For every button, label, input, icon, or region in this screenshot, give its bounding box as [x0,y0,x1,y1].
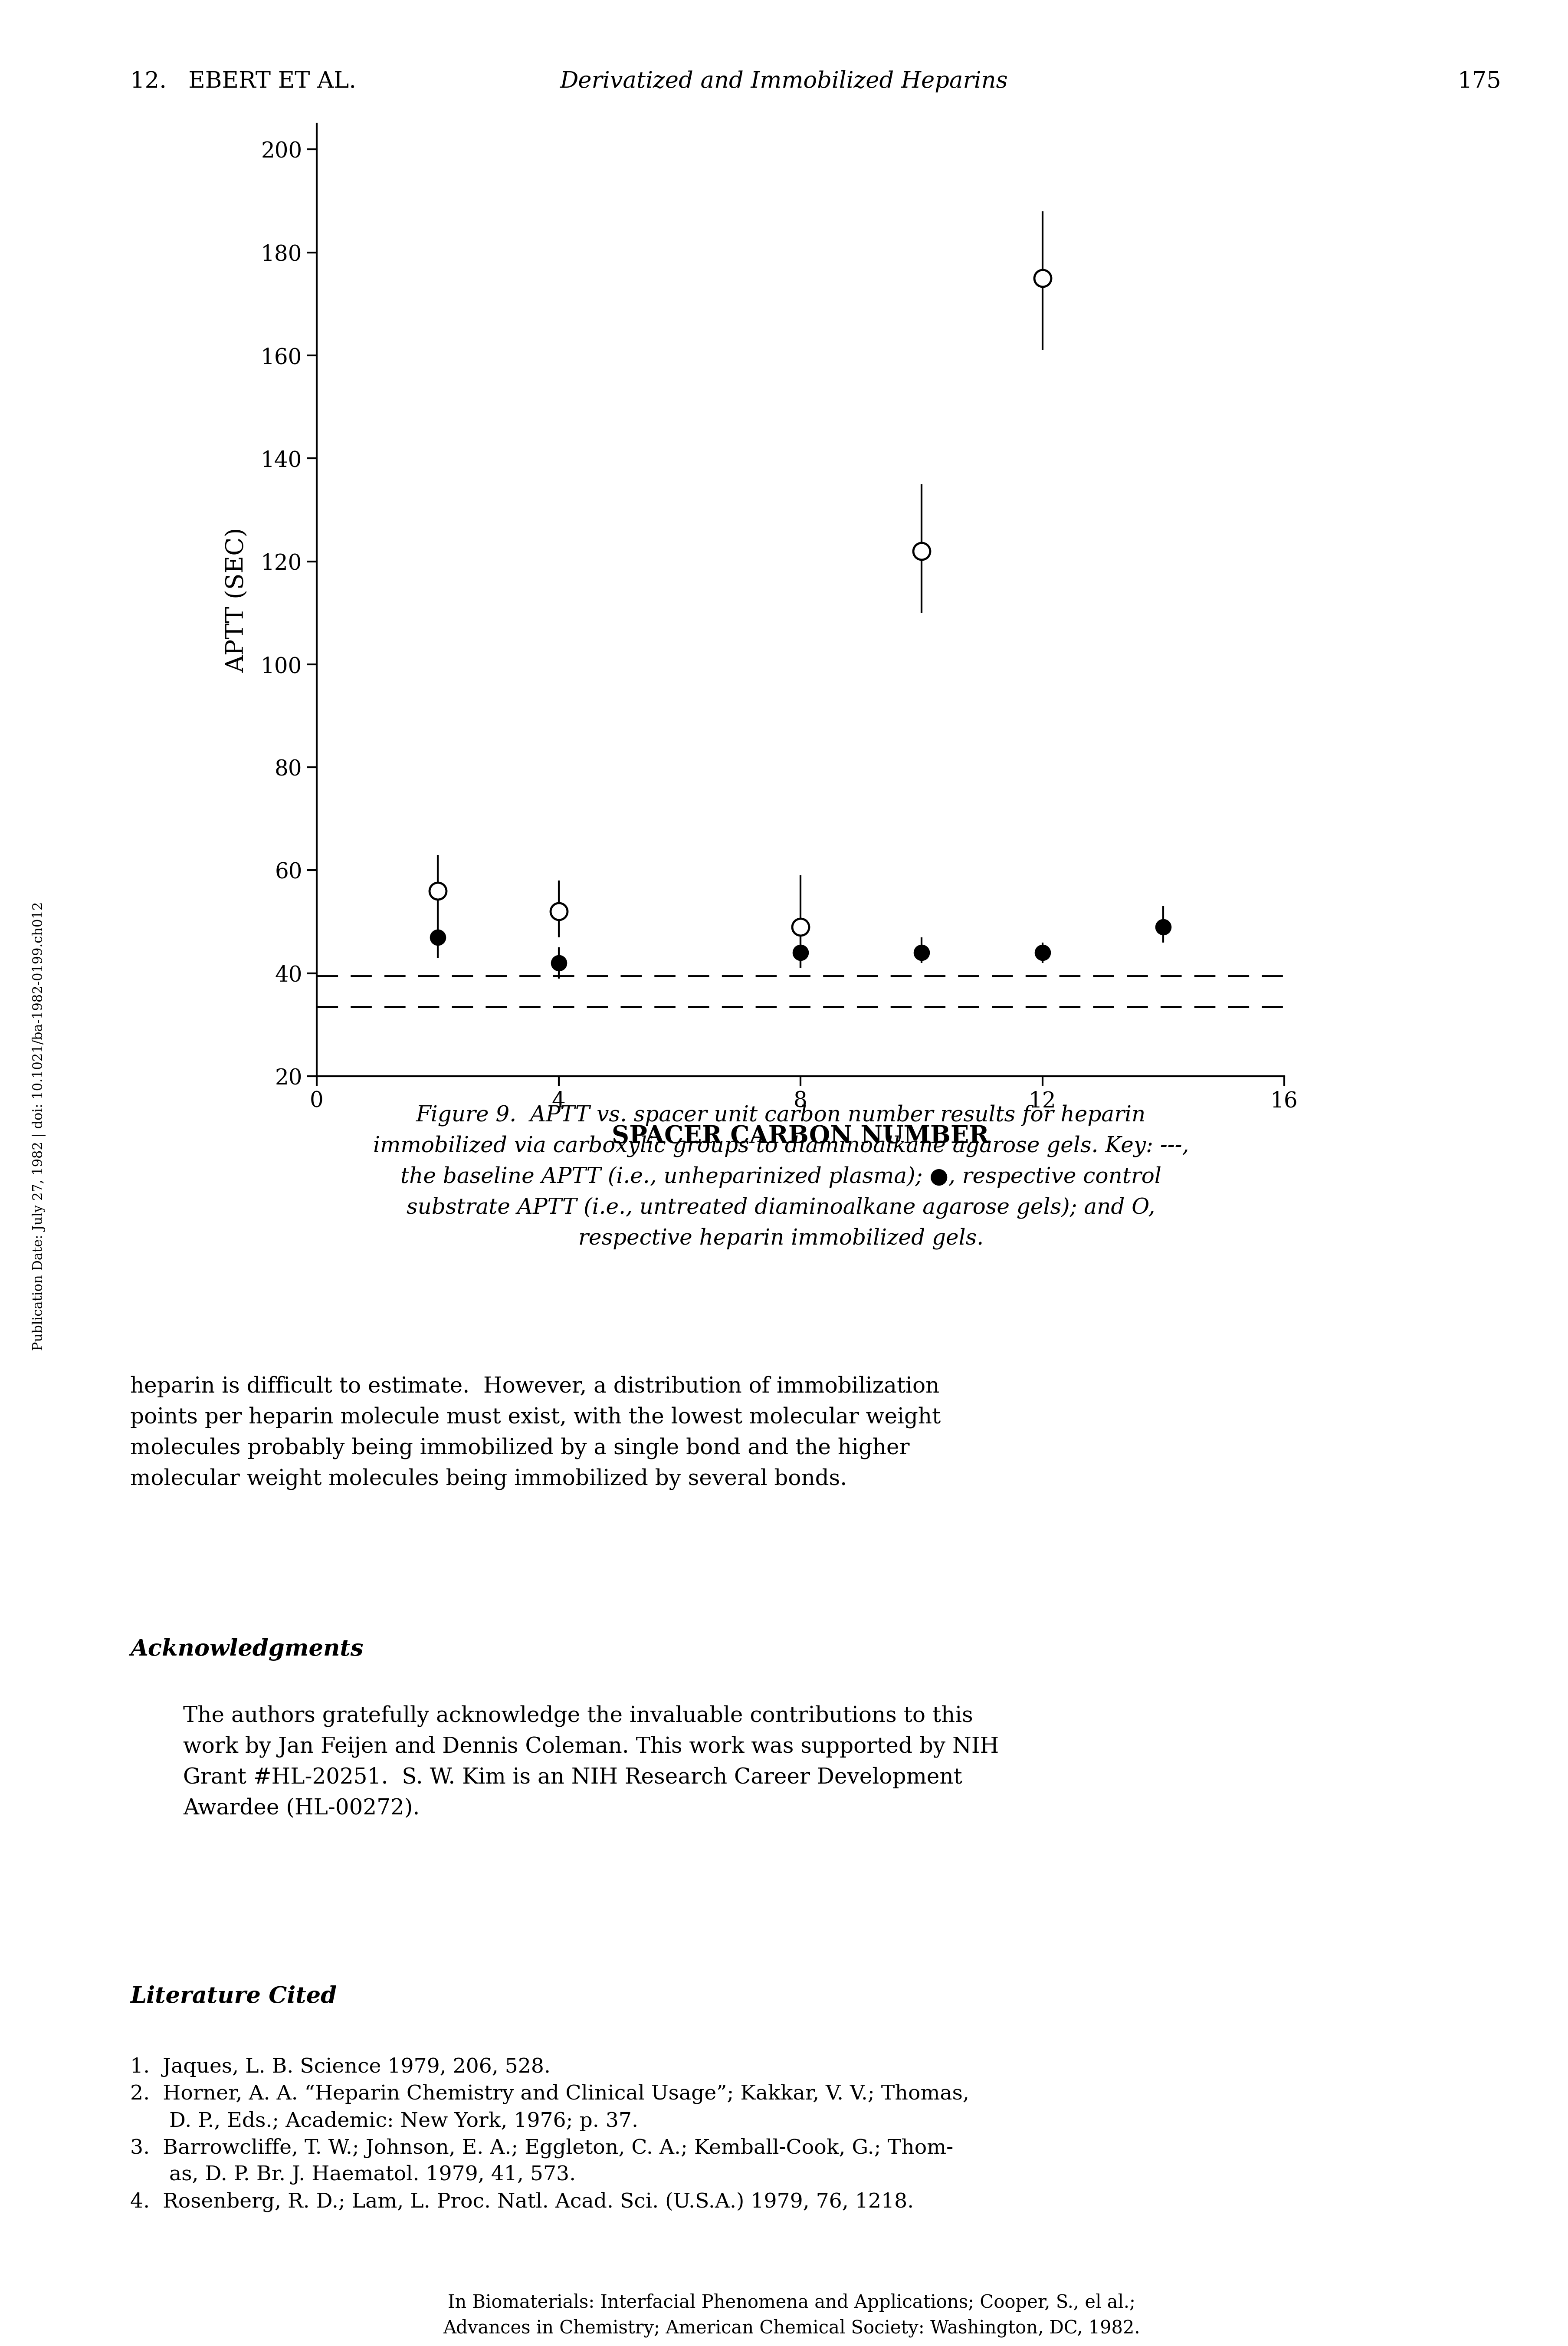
Text: 1.  Jaques, L. B. Science 1979, 206, 528.
2.  Horner, A. A. “Heparin Chemistry a: 1. Jaques, L. B. Science 1979, 206, 528.… [130,2057,969,2212]
Text: Figure 9.  APTT vs. spacer unit carbon number results for heparin
immobilized vi: Figure 9. APTT vs. spacer unit carbon nu… [373,1105,1189,1250]
Text: 175: 175 [1458,70,1501,91]
Text: Derivatized and Immobilized Heparins: Derivatized and Immobilized Heparins [560,70,1008,91]
Text: heparin is difficult to estimate.  However, a distribution of immobilization
poi: heparin is difficult to estimate. Howeve… [130,1375,941,1490]
Text: Acknowledgments: Acknowledgments [130,1638,364,1661]
X-axis label: SPACER CARBON NUMBER: SPACER CARBON NUMBER [612,1124,989,1147]
Text: 12.   EBERT ET AL.: 12. EBERT ET AL. [130,70,356,91]
Text: The authors gratefully acknowledge the invaluable contributions to this
work by : The authors gratefully acknowledge the i… [183,1706,999,1818]
Text: In Biomaterials: Interfacial Phenomena and Applications; Cooper, S., el al.;
Adv: In Biomaterials: Interfacial Phenomena a… [444,2294,1140,2337]
Text: Publication Date: July 27, 1982 | doi: 10.1021/ba-1982-0199.ch012: Publication Date: July 27, 1982 | doi: 1… [33,901,45,1351]
Text: Literature Cited: Literature Cited [130,1985,337,2008]
Y-axis label: APTT (SEC): APTT (SEC) [226,528,249,673]
